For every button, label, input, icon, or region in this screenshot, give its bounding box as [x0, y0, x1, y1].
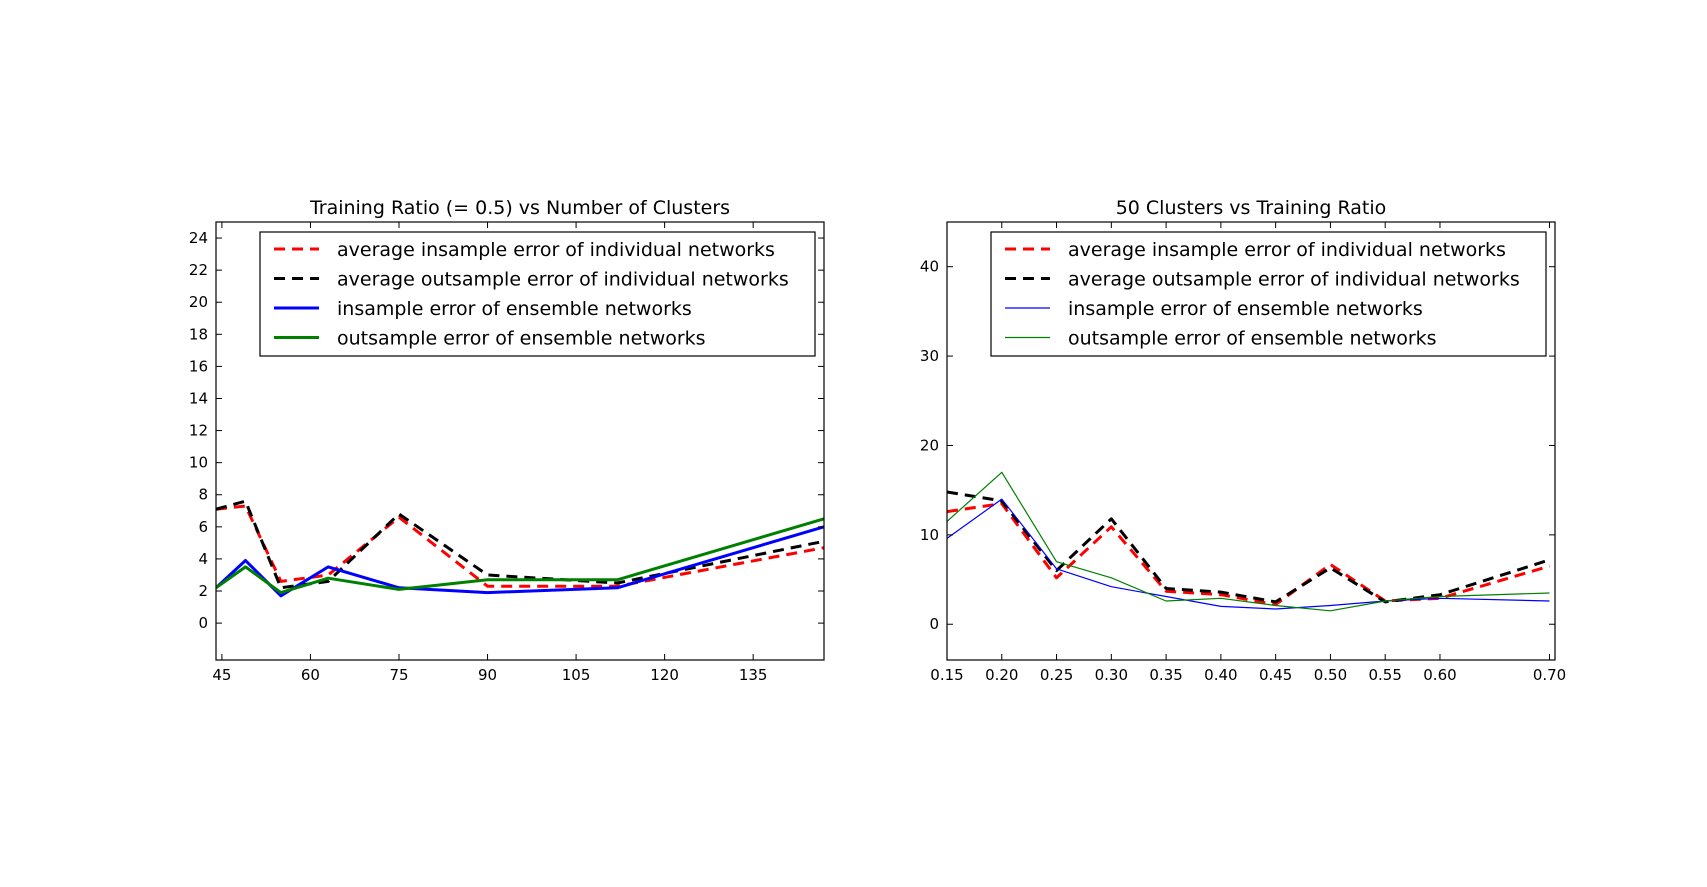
y-tick-label: 40 [920, 258, 939, 276]
x-tick-label: 75 [389, 666, 408, 684]
chart-2: 50 Clusters vs Training Ratio 0.15 0.20 0.2… [920, 197, 1566, 684]
plot-frame [946, 221, 1556, 661]
series-line-4 [216, 517, 824, 595]
y-tick-label: 0 [198, 614, 208, 632]
y-tick-label: 14 [189, 389, 208, 407]
y-tick-label: 8 [198, 486, 208, 504]
x-tick-label: 90 [478, 666, 497, 684]
x-tick-label: 105 [562, 666, 591, 684]
series-line-2 [216, 499, 824, 590]
x-tick-label: 0.35 [1149, 666, 1182, 684]
y-tick-label: 4 [198, 550, 208, 568]
legend: average insample error of individual net… [259, 231, 816, 357]
y-tick-label: 22 [189, 261, 208, 279]
x-tick-label: 0.20 [985, 666, 1018, 684]
y-tick-label: 2 [198, 582, 208, 600]
series-line-1 [947, 502, 1550, 607]
series-line-2 [947, 490, 1550, 604]
x-tick-label: 0.55 [1368, 666, 1401, 684]
y-tick-label: 10 [189, 454, 208, 472]
y-tick-label: 20 [189, 293, 208, 311]
y-tick-label: 0 [929, 615, 939, 633]
series-line-3 [216, 525, 824, 598]
x-tick-label: 135 [739, 666, 768, 684]
y-tick-label: 24 [189, 229, 208, 247]
legend-label-3: insample error of ensemble networks [1068, 298, 1423, 320]
x-tick-label: 0.25 [1040, 666, 1073, 684]
x-tick-label: 0.50 [1314, 666, 1347, 684]
x-tick-label: 60 [301, 666, 320, 684]
x-tick-label: 0.45 [1259, 666, 1292, 684]
y-tick-label: 12 [189, 422, 208, 440]
y-tick-label: 6 [198, 518, 208, 536]
legend-label-1: average insample error of individual net… [1068, 239, 1506, 261]
x-tick-label: 0.30 [1095, 666, 1128, 684]
legend-label-2: average outsample error of individual ne… [337, 269, 789, 291]
y-tick-label: 16 [189, 357, 208, 375]
legend-label-1: average insample error of individual net… [337, 239, 775, 261]
legend-label-4: outsample error of ensemble networks [1068, 328, 1437, 350]
plot-frame [215, 221, 825, 661]
chart-1: Training Ratio (= 0.5) vs Number of Clus… [189, 197, 825, 684]
y-tick-label: 18 [189, 325, 208, 343]
legend-label-3: insample error of ensemble networks [337, 298, 692, 320]
chart-title: 50 Clusters vs Training Ratio [1116, 197, 1387, 219]
x-tick-label: 0.60 [1423, 666, 1456, 684]
x-tick-label: 45 [212, 666, 231, 684]
y-tick-label: 10 [920, 526, 939, 544]
legend-box [990, 231, 1547, 357]
series-line-4 [947, 471, 1550, 612]
y-tick-label: 20 [920, 436, 939, 454]
legend-box [259, 231, 816, 357]
legend-label-4: outsample error of ensemble networks [337, 328, 706, 350]
x-tick-label: 120 [650, 666, 679, 684]
x-tick-label: 0.15 [930, 666, 963, 684]
y-tick-label: 30 [920, 347, 939, 365]
legend-label-2: average outsample error of individual ne… [1068, 269, 1520, 291]
chart-title: Training Ratio (= 0.5) vs Number of Clus… [309, 197, 730, 219]
x-tick-label: 0.70 [1533, 666, 1566, 684]
x-tick-label: 0.40 [1204, 666, 1237, 684]
legend: average insample error of individual net… [990, 231, 1547, 357]
